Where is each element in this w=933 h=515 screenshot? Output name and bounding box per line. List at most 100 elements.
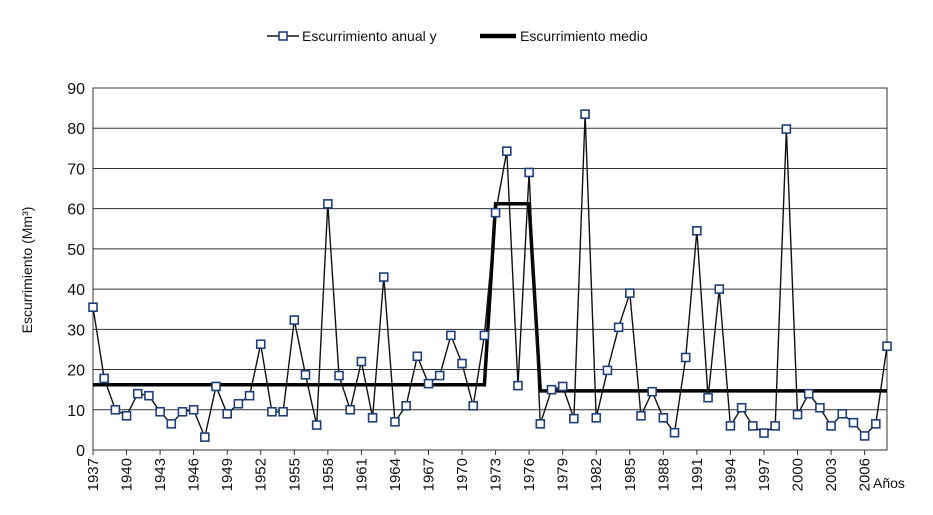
data-point bbox=[446, 330, 456, 341]
data-point bbox=[557, 381, 568, 392]
mean-runoff-line bbox=[93, 202, 887, 393]
data-point bbox=[748, 421, 758, 431]
x-tick-labels: 1937 1940 1943 1946 1949 1952 1955 1958 1961 1964… bbox=[85, 450, 874, 491]
data-point bbox=[882, 341, 892, 352]
data-point bbox=[177, 406, 188, 417]
y-axis-label: Escurrimiento (Mm³) bbox=[19, 207, 35, 334]
x-tick-label: 1937 bbox=[85, 458, 102, 491]
data-point bbox=[367, 413, 378, 423]
data-point bbox=[636, 411, 646, 421]
x-tick-label: 1955 bbox=[286, 458, 303, 491]
y-tick-label: 10 bbox=[67, 403, 85, 420]
y-tick-label: 60 bbox=[67, 202, 85, 219]
data-point bbox=[871, 419, 881, 429]
data-point bbox=[188, 404, 199, 415]
data-point bbox=[289, 315, 300, 325]
data-point bbox=[580, 109, 590, 119]
data-point bbox=[278, 406, 288, 417]
x-tick-label: 1946 bbox=[186, 458, 203, 491]
x-tick-label: 2003 bbox=[823, 458, 840, 491]
data-point bbox=[401, 400, 411, 411]
data-point bbox=[725, 421, 736, 431]
data-point bbox=[345, 404, 356, 415]
data-point bbox=[323, 199, 333, 209]
legend-label-mean: Escurrimiento medio bbox=[520, 28, 648, 44]
data-point bbox=[468, 400, 479, 411]
data-point bbox=[300, 369, 311, 380]
data-point bbox=[423, 378, 434, 389]
data-point bbox=[356, 356, 367, 367]
x-tick-label: 2006 bbox=[857, 458, 874, 491]
x-tick-label: 1970 bbox=[454, 458, 471, 491]
x-tick-label: 1952 bbox=[253, 458, 270, 491]
data-point bbox=[144, 390, 154, 401]
data-point bbox=[569, 413, 579, 424]
data-point bbox=[837, 408, 848, 419]
x-tick-label: 1976 bbox=[521, 458, 538, 491]
legend-marker-annual bbox=[278, 31, 288, 41]
data-point bbox=[781, 124, 792, 134]
data-point bbox=[736, 402, 747, 413]
annual-runoff-markers bbox=[88, 109, 892, 442]
data-point bbox=[490, 207, 501, 218]
data-point bbox=[692, 225, 702, 236]
data-point bbox=[848, 417, 859, 428]
data-point bbox=[378, 272, 389, 282]
data-point bbox=[647, 386, 657, 397]
data-point bbox=[166, 419, 177, 429]
data-point bbox=[501, 146, 512, 156]
x-tick-label: 1973 bbox=[488, 458, 505, 491]
y-tick-label: 0 bbox=[76, 443, 85, 460]
data-point bbox=[200, 432, 210, 442]
data-point bbox=[110, 404, 121, 415]
data-point bbox=[792, 409, 803, 420]
x-tick-label: 1961 bbox=[353, 458, 370, 491]
data-point bbox=[479, 330, 490, 341]
data-point bbox=[513, 380, 523, 391]
data-point bbox=[680, 352, 691, 363]
x-tick-label: 1964 bbox=[387, 458, 404, 491]
legend: Escurrimiento anual y Escurrimiento medi… bbox=[267, 28, 648, 44]
data-point bbox=[591, 413, 602, 423]
x-tick-label: 1967 bbox=[420, 458, 437, 491]
y-tick-label: 50 bbox=[67, 242, 85, 259]
x-tick-label: 2000 bbox=[790, 458, 807, 491]
data-point bbox=[815, 402, 825, 413]
y-tick-label: 30 bbox=[67, 322, 85, 339]
data-point bbox=[669, 427, 680, 438]
y-tick-labels: 0 10 20 30 40 50 60 70 80 90 bbox=[67, 81, 85, 460]
data-point bbox=[803, 388, 814, 399]
data-point bbox=[658, 413, 669, 423]
x-tick-label: 1979 bbox=[555, 458, 572, 491]
data-point bbox=[88, 302, 98, 313]
data-point bbox=[222, 408, 232, 419]
data-point bbox=[714, 284, 725, 294]
data-point bbox=[546, 384, 557, 395]
data-point bbox=[613, 322, 624, 333]
data-point bbox=[826, 421, 836, 431]
data-point bbox=[121, 411, 132, 421]
x-tick-label: 1943 bbox=[152, 458, 169, 491]
data-point bbox=[624, 288, 635, 298]
data-point bbox=[233, 398, 244, 409]
legend-label-annual: Escurrimiento anual y bbox=[302, 28, 437, 44]
x-tick-label: 1997 bbox=[756, 458, 773, 491]
data-point bbox=[434, 370, 445, 381]
x-tick-label: 1958 bbox=[320, 458, 337, 491]
data-point bbox=[267, 406, 277, 417]
y-tick-label: 90 bbox=[67, 81, 85, 98]
data-point bbox=[155, 406, 165, 417]
x-tick-label: 1949 bbox=[219, 458, 236, 491]
x-tick-label: 1988 bbox=[655, 458, 672, 491]
x-tick-label: 1985 bbox=[622, 458, 639, 491]
x-tick-label: 1994 bbox=[722, 458, 739, 491]
data-point bbox=[524, 167, 534, 178]
data-point bbox=[412, 351, 423, 362]
data-point bbox=[334, 370, 344, 381]
data-point bbox=[859, 431, 870, 441]
x-tick-label: 1940 bbox=[119, 458, 136, 491]
data-point bbox=[602, 365, 613, 376]
data-point bbox=[535, 419, 546, 429]
x-axis-label: Años bbox=[873, 475, 905, 491]
